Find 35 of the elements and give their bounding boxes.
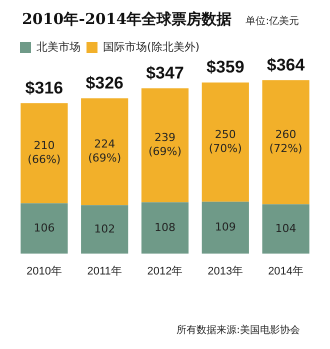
x-tick-label: 2012年 [147, 265, 183, 278]
data-label: 239 (69%) [148, 131, 182, 158]
chart-subtitle: 单位:亿美元 [246, 14, 300, 28]
bar [20, 203, 68, 254]
total-label: $364 [266, 55, 306, 74]
bar [20, 103, 68, 204]
bar [262, 204, 310, 254]
data-label: 108 [154, 220, 176, 234]
legend-label: 国际市场(除北美外) [103, 40, 200, 54]
bar [202, 202, 249, 254]
x-tick-label: 2011年 [87, 265, 122, 278]
total-label: $359 [206, 58, 244, 77]
data-label: 109 [214, 220, 236, 234]
total-label: $316 [25, 78, 64, 98]
bar [202, 82, 249, 202]
data-label: 104 [275, 222, 296, 235]
total-label: $326 [86, 73, 124, 92]
bar [81, 98, 128, 206]
chart-title: 2010年-2014年全球票房数据 [22, 10, 232, 29]
data-label: 102 [94, 222, 116, 236]
x-tick-label: 2014年 [268, 265, 304, 278]
data-label: 250 (70%) [208, 128, 242, 156]
text: 所有数据来源:美国电影协会 [176, 324, 300, 337]
bar [141, 88, 189, 202]
bar [141, 202, 189, 254]
data-label: 224 (69%) [88, 138, 122, 165]
legend-label: 北美市场 [36, 40, 80, 54]
x-tick-label: 2010年 [26, 265, 62, 278]
data-label: 260 (72%) [269, 128, 302, 156]
data-label: 210 (66%) [28, 139, 61, 166]
bar [81, 205, 128, 254]
total-label: $347 [146, 63, 184, 82]
data-label: 106 [34, 221, 55, 234]
bar [262, 80, 310, 204]
x-tick-label: 2013年 [208, 265, 244, 278]
